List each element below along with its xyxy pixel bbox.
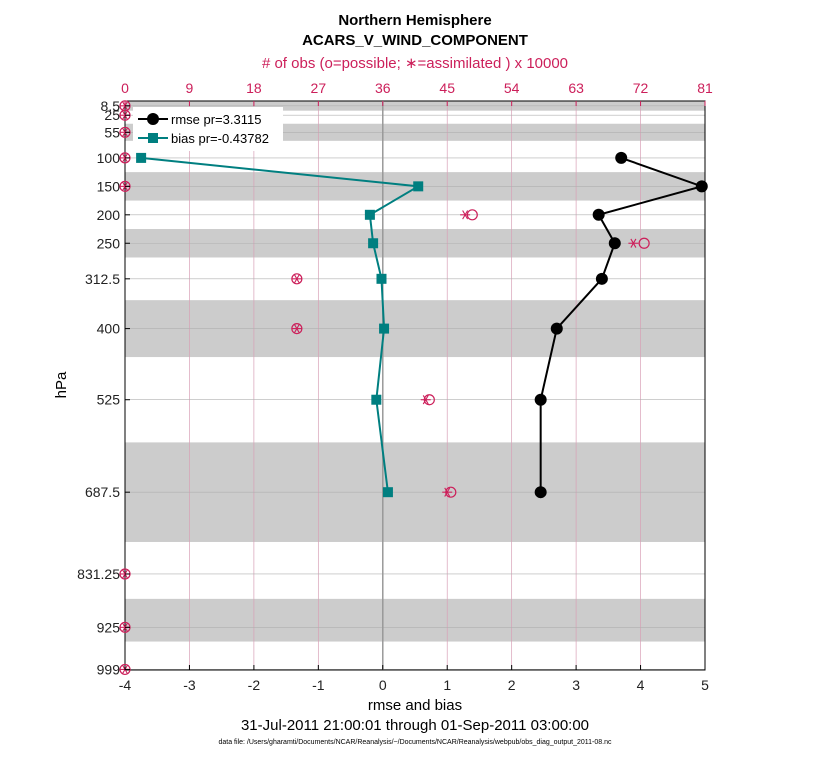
rmse-point <box>534 486 547 499</box>
chart-title: Northern Hemisphere <box>338 12 491 29</box>
x-tick-label: 0 <box>379 677 387 693</box>
top-tick-label: 0 <box>121 80 129 96</box>
top-tick-label: 72 <box>633 80 649 96</box>
bias-point <box>136 152 147 163</box>
obs-assimilated-marker <box>460 210 471 220</box>
x-tick-label: -2 <box>248 677 261 693</box>
y-tick-label: 25 <box>104 107 120 123</box>
bias-point <box>382 487 393 498</box>
y-tick-label: 999 <box>97 661 121 677</box>
top-tick-label: 45 <box>439 80 455 96</box>
x-tick-label: 5 <box>701 677 709 693</box>
x-axis-label: rmse and bias <box>368 697 462 714</box>
top-tick-label: 27 <box>311 80 327 96</box>
x-tick-label: 3 <box>572 677 580 693</box>
bias-point <box>368 238 379 249</box>
y-tick-label: 687.5 <box>85 484 120 500</box>
obs-assimilated-marker <box>291 323 302 334</box>
obs-assimilated-stroke <box>462 210 469 220</box>
top-axis-ticks: 0 9 18 27 36 45 54 63 72 81 <box>121 80 713 106</box>
y-axis-label: hPa <box>53 371 70 398</box>
plot-frame <box>124 100 706 671</box>
bias-point <box>379 323 390 334</box>
date-range: 31-Jul-2011 21:00:01 through 01-Sep-2011… <box>241 717 589 734</box>
bias-point <box>364 209 375 220</box>
bottom-axis-ticks: -4 -3 -2 -1 0 1 2 3 4 5 <box>119 665 709 693</box>
rmse-point <box>534 393 547 406</box>
obs-possible-marker <box>638 237 650 249</box>
y-tick-label: 200 <box>97 207 121 223</box>
obs-assimilated-stroke <box>444 487 451 497</box>
obs-assimilated-marker <box>420 395 431 405</box>
obs-assimilated-marker <box>291 274 302 284</box>
x-tick-label: -4 <box>119 677 132 693</box>
obs-assimilated-marker <box>442 487 453 497</box>
top-axis-label: # of obs (o=possible; ∗=assimilated ) x … <box>262 55 568 72</box>
x-tick-label: 2 <box>508 677 516 693</box>
data-file-note: data file: /Users/gharamti/Documents/NCA… <box>218 739 612 746</box>
rmse-point <box>595 272 608 285</box>
rmse-point <box>615 151 628 164</box>
obs-assimilated-stroke <box>293 274 300 284</box>
plot-area <box>119 100 708 676</box>
y-tick-label: 525 <box>97 392 121 408</box>
y-tick-label: 831.25 <box>77 566 120 582</box>
bias-point <box>371 394 382 405</box>
legend-box <box>133 107 283 151</box>
rmse-point <box>695 180 708 193</box>
bias-point <box>376 273 387 284</box>
rmse-point <box>608 237 621 250</box>
obs-assimilated-stroke <box>630 238 637 248</box>
chart-subtitle: ACARS_V_WIND_COMPONENT <box>302 32 528 49</box>
layer-band <box>125 598 705 642</box>
y-tick-label: 925 <box>97 619 121 635</box>
x-tick-label: 4 <box>637 677 645 693</box>
obs-assimilated-marker <box>628 238 639 248</box>
y-tick-label: 100 <box>97 150 121 166</box>
legend-rmse-marker <box>147 113 159 125</box>
series-line-bias <box>141 156 422 493</box>
top-tick-label: 81 <box>697 80 713 96</box>
x-tick-label: -1 <box>312 677 325 693</box>
obs-assimilated-stroke <box>293 323 300 334</box>
rmse-point <box>592 208 605 221</box>
legend-bias-label: bias pr=-0.43782 <box>171 131 269 146</box>
top-tick-label: 54 <box>504 80 520 96</box>
legend-rmse-label: rmse pr=3.3115 <box>171 112 261 127</box>
obs-assimilated-stroke <box>422 395 429 405</box>
x-tick-label: -3 <box>183 677 196 693</box>
y-tick-label: 312.5 <box>85 271 120 287</box>
y-tick-label: 150 <box>97 178 121 194</box>
legend: rmse pr=3.3115 bias pr=-0.43782 <box>133 107 283 151</box>
bias-point <box>413 181 424 192</box>
top-tick-label: 18 <box>246 80 262 96</box>
y-tick-label: 55 <box>104 124 120 140</box>
y-tick-label: 250 <box>97 235 121 251</box>
series-layer <box>136 151 708 499</box>
x-tick-label: 1 <box>443 677 451 693</box>
top-tick-label: 63 <box>568 80 584 96</box>
legend-bias-marker <box>148 133 158 143</box>
rmse-point <box>550 322 563 335</box>
y-tick-label: 8.5 <box>101 98 121 114</box>
series-line-rmse <box>539 156 706 493</box>
top-tick-label: 36 <box>375 80 391 96</box>
y-tick-label: 400 <box>97 321 121 337</box>
top-tick-label: 9 <box>186 80 194 96</box>
